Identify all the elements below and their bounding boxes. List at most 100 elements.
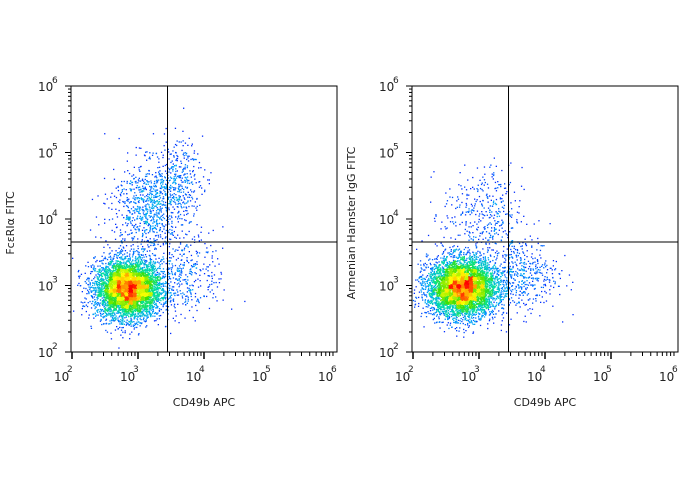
event-point <box>150 296 152 298</box>
event-point <box>147 302 149 304</box>
event-point <box>152 268 154 271</box>
event-point <box>133 267 135 270</box>
event-point <box>137 266 139 268</box>
event-point <box>139 263 141 265</box>
event-point <box>134 278 136 280</box>
event-point <box>109 278 111 280</box>
event-point <box>115 292 117 294</box>
event-point <box>109 302 111 304</box>
event-point <box>141 315 144 317</box>
event-point <box>138 312 141 314</box>
event-point <box>123 309 125 311</box>
event-point <box>147 287 149 290</box>
event-point <box>125 291 128 293</box>
event-point <box>122 303 125 305</box>
event-point <box>114 314 116 316</box>
event-point <box>137 280 140 282</box>
event-point <box>122 276 124 279</box>
event-point <box>141 289 143 291</box>
event-point <box>139 267 142 269</box>
event-point <box>103 287 105 289</box>
event-point <box>123 265 126 268</box>
event-point <box>174 292 177 294</box>
event-point <box>99 284 101 287</box>
event-point <box>105 299 107 301</box>
event-point <box>162 299 164 301</box>
event-point <box>140 312 142 314</box>
event-point <box>136 296 139 299</box>
event-point <box>107 290 109 293</box>
event-point <box>96 309 99 311</box>
event-point <box>171 270 173 273</box>
event-point <box>134 297 137 299</box>
event-point <box>119 268 121 270</box>
event-point <box>86 279 88 281</box>
event-point <box>154 270 156 273</box>
event-point <box>111 312 113 314</box>
event-point <box>101 272 103 275</box>
event-point <box>100 319 102 321</box>
event-point <box>146 250 148 252</box>
event-point <box>124 283 126 285</box>
event-point <box>113 309 115 312</box>
event-point <box>121 256 123 258</box>
event-point <box>100 277 102 279</box>
event-point <box>151 304 153 306</box>
event-point <box>140 292 142 294</box>
event-point <box>105 329 107 332</box>
event-point <box>99 295 102 298</box>
event-point <box>106 258 109 261</box>
event-point <box>126 323 128 325</box>
event-point <box>136 276 138 278</box>
event-point <box>123 304 125 307</box>
event-point <box>83 305 86 308</box>
event-point <box>89 287 91 289</box>
event-point <box>150 312 152 315</box>
event-point <box>136 308 139 310</box>
event-point <box>122 262 124 264</box>
event-point <box>112 292 114 294</box>
event-point <box>149 285 151 287</box>
event-point <box>151 272 154 274</box>
event-point <box>153 297 155 299</box>
event-point <box>132 278 134 280</box>
event-point <box>126 261 128 263</box>
event-point <box>147 269 149 272</box>
event-point <box>140 273 142 275</box>
event-point <box>113 289 116 291</box>
event-point <box>95 301 97 303</box>
event-point <box>134 291 136 294</box>
event-point <box>117 310 119 312</box>
event-point <box>134 301 136 303</box>
event-point <box>85 298 87 300</box>
event-point <box>155 319 157 322</box>
event-point <box>130 304 132 306</box>
event-point <box>128 299 130 301</box>
event-point <box>116 252 119 254</box>
event-point <box>111 267 113 269</box>
event-point <box>141 298 143 300</box>
event-point <box>147 285 149 287</box>
event-point <box>120 275 123 277</box>
event-point <box>105 289 107 291</box>
event-point <box>122 269 124 272</box>
event-point <box>141 283 143 286</box>
event-point <box>151 274 154 276</box>
event-point <box>139 306 141 308</box>
event-point <box>119 292 121 294</box>
event-point <box>139 257 142 259</box>
event-point <box>122 278 125 280</box>
event-point <box>96 291 98 293</box>
event-point <box>158 272 160 274</box>
event-point <box>111 276 113 278</box>
event-point <box>88 292 90 295</box>
event-point <box>132 293 134 295</box>
event-point <box>111 287 113 289</box>
event-point <box>114 276 117 278</box>
event-point <box>123 277 125 279</box>
event-point <box>147 279 149 281</box>
event-point <box>140 271 142 273</box>
event-point <box>134 257 137 259</box>
event-point <box>114 304 116 306</box>
event-point <box>170 304 173 306</box>
